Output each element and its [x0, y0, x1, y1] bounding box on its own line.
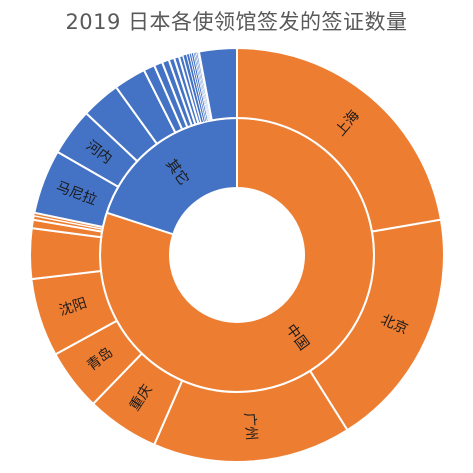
chart-title: 2019 日本各使领馆签发的签证数量	[65, 10, 408, 34]
outer-ring-label-广州: 广州	[241, 412, 259, 441]
outer-ring-segment-28[interactable]	[197, 46, 238, 122]
outer-ring-segment-上海[interactable]	[236, 46, 443, 233]
